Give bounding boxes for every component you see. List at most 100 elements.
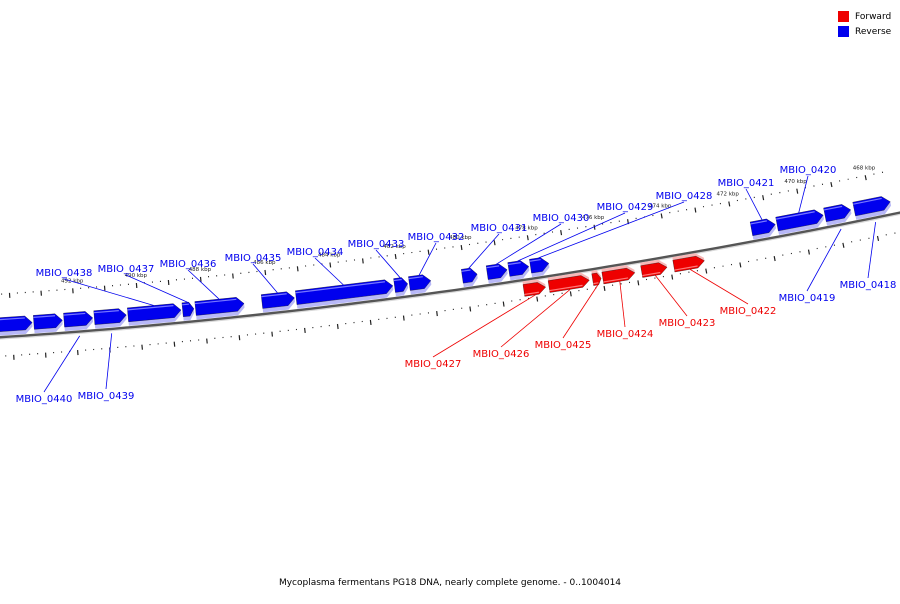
gene-mbio-0425[interactable] [591,270,601,286]
gene-label[interactable]: MBIO_0427 [405,359,462,370]
tick-mark-lower [809,250,810,255]
gene-label[interactable]: MBIO_0432 [408,232,465,243]
legend-item-forward: Forward [838,9,900,24]
legend-item-reverse: Reverse [838,24,900,39]
gene-label[interactable]: MBIO_0433 [348,239,405,250]
tick-mark-upper [865,175,866,180]
legend: Forward Reverse [838,9,900,39]
gene-leader-line [807,229,841,291]
gene-leader-line [315,258,344,285]
tick-label: 468 kbp [853,165,876,171]
tick-mark-upper [201,277,202,282]
tick-mark-upper [561,230,562,235]
tick-mark-lower [404,316,405,321]
tick-mark-lower [537,297,538,302]
legend-swatch-reverse [838,26,849,37]
gene-mbio-0432[interactable] [408,275,431,295]
gene-label[interactable]: MBIO_0429 [597,202,654,213]
gene-label[interactable]: MBIO_0418 [840,280,897,291]
tick-mark-lower [740,263,741,268]
tick-mark-upper [494,240,495,245]
gene-leader-line [64,279,154,306]
gene-label[interactable]: MBIO_0425 [535,340,592,351]
tick-mark-upper [695,208,696,213]
tick-mark-lower [272,332,273,337]
gene-mbio-0427[interactable] [523,279,546,296]
gene-label[interactable]: MBIO_0423 [659,318,716,329]
tick-mark-upper [729,202,730,207]
gene-label[interactable]: MBIO_0430 [533,213,590,224]
gene-leader-line [620,281,625,327]
gene-leader-line [419,243,436,275]
tick-mark-lower [305,328,306,333]
gene-label[interactable]: MBIO_0431 [471,223,528,234]
tick-mark-lower [239,335,240,340]
gene-leader-line [253,264,277,293]
tick-mark-lower [470,307,471,312]
gene-label[interactable]: MBIO_0439 [78,391,135,402]
gene-leader-line [126,275,188,302]
gene-label[interactable]: MBIO_0426 [473,349,530,360]
gene-leader-line [746,189,762,220]
tick-mark-lower [338,324,339,329]
gene-mbio-0428[interactable] [529,258,549,277]
tick-mark-lower [604,286,605,291]
tick-mark-lower [672,275,673,280]
gene-label[interactable]: MBIO_0428 [656,191,713,202]
tick-mark-upper [527,235,528,240]
tick-label: 470 kbp [784,179,807,185]
gene-label[interactable]: MBIO_0422 [720,306,777,317]
tick-mark-lower [174,342,175,347]
gene-label[interactable]: MBIO_0437 [98,264,155,275]
gene-mbio-0421[interactable] [750,219,776,240]
gene-leader-line [469,234,499,268]
tick-mark-upper [428,250,429,255]
gene-leader-line [868,222,876,278]
gene-mbio-0423[interactable] [640,260,667,278]
gene-mbio-0440[interactable] [63,311,93,331]
tick-label: 472 kbp [716,192,739,198]
gene-mbio-0437[interactable] [182,302,194,321]
tick-mark-upper [594,225,595,230]
gene-label[interactable]: MBIO_0424 [597,329,654,340]
gene-label[interactable]: MBIO_0421 [718,178,775,189]
gene-mbio-0430[interactable] [486,264,508,284]
gene-mbio-0435[interactable] [261,292,295,313]
gene-arrow-highlight [182,304,189,305]
tick-mark-lower [706,269,707,274]
legend-label-forward: Forward [855,12,891,22]
legend-swatch-forward [838,11,849,22]
gene-labels-group: MBIO_0418 MBIO_0419 MBIO_0420 MBIO_0421 MBIO… [16,165,897,405]
gene-label[interactable]: MBIO_0436 [160,259,217,270]
gene-leader-line [690,269,748,304]
tick-mark-upper [461,245,462,250]
gene-mbio-0433[interactable] [394,278,409,297]
gene-leader-line [106,333,112,389]
gene-unlabeled-23[interactable] [33,314,62,334]
tick-mark-upper [661,214,662,219]
tick-mark-lower [878,236,879,241]
tick-mark-upper [797,189,798,194]
gene-leader-line [433,295,536,357]
gene-label[interactable]: MBIO_0419 [779,293,836,304]
gene-leader-line [44,336,80,392]
gene-arrow-highlight [593,283,598,284]
gene-unlabeled-24[interactable] [0,316,32,336]
tick-mark-upper [265,270,266,275]
gene-label[interactable]: MBIO_0435 [225,253,282,264]
gene-label[interactable]: MBIO_0420 [780,165,837,176]
tick-mark-upper [330,263,331,268]
tick-mark-lower [437,311,438,316]
gene-mbio-0429[interactable] [508,261,530,281]
gene-mbio-0439[interactable] [94,309,127,329]
gene-label[interactable]: MBIO_0440 [16,394,73,405]
tick-mark-upper [363,258,364,263]
tick-mark-upper [831,182,832,187]
gene-label[interactable]: MBIO_0438 [36,268,93,279]
gene-leader-line [655,275,687,316]
gene-mbio-0431[interactable] [461,268,477,287]
tick-mark-upper [233,274,234,279]
gene-label[interactable]: MBIO_0434 [287,247,344,258]
